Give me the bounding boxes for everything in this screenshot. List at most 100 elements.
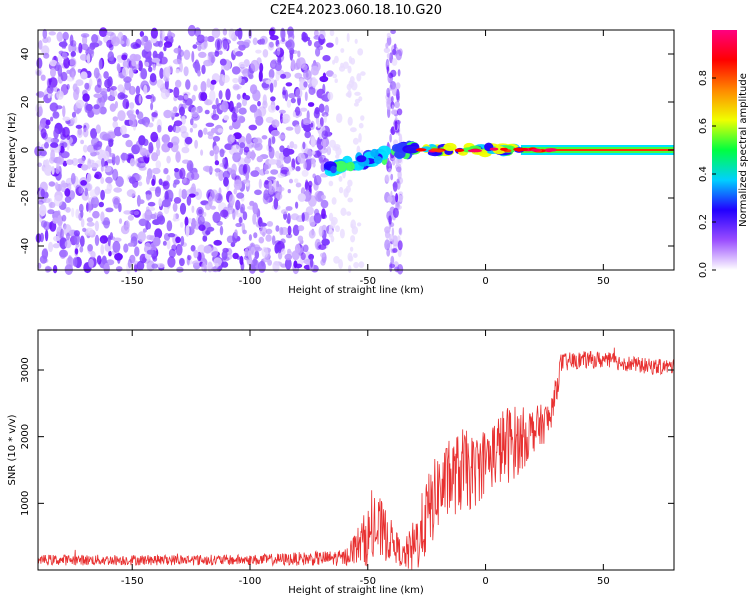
colorbar-tick-label: 0.0 bbox=[698, 262, 709, 278]
noise-blob bbox=[221, 74, 230, 84]
noise-blob bbox=[319, 117, 324, 127]
noise-blob bbox=[354, 38, 358, 44]
noise-blob bbox=[223, 115, 230, 121]
noise-blob bbox=[292, 111, 296, 118]
x-tick-label: 0 bbox=[482, 576, 488, 587]
noise-blob bbox=[322, 83, 326, 95]
noise-blob bbox=[252, 137, 262, 144]
noise-blob bbox=[287, 189, 291, 194]
noise-blob bbox=[122, 60, 128, 69]
noise-blob bbox=[238, 61, 246, 68]
noise-blob bbox=[392, 181, 398, 192]
noise-blob bbox=[86, 53, 91, 65]
noise-blob bbox=[295, 166, 301, 172]
noise-blob bbox=[265, 234, 272, 242]
signal-blob bbox=[370, 148, 379, 158]
noise-blob bbox=[233, 132, 242, 140]
snr-background bbox=[38, 330, 674, 570]
signal-blob bbox=[330, 165, 337, 174]
noise-blob bbox=[278, 109, 286, 114]
noise-blob bbox=[188, 193, 196, 198]
noise-blob bbox=[187, 24, 196, 37]
noise-blob bbox=[80, 210, 84, 218]
noise-blob bbox=[49, 102, 59, 112]
noise-blob bbox=[322, 138, 327, 151]
noise-blob bbox=[87, 244, 93, 252]
noise-blob bbox=[71, 158, 79, 166]
noise-blob bbox=[265, 79, 271, 85]
snr-y-ticks: 1000 2000 3000 bbox=[20, 357, 674, 516]
signal-peak bbox=[516, 147, 528, 152]
noise-blob bbox=[151, 57, 161, 63]
noise-blob bbox=[386, 88, 391, 94]
noise-blob bbox=[250, 170, 260, 178]
noise-blob bbox=[234, 229, 238, 239]
noise-blob bbox=[193, 249, 199, 259]
noise-blob bbox=[144, 61, 150, 67]
noise-blob bbox=[232, 151, 242, 163]
noise-blob bbox=[209, 89, 216, 102]
noise-blob bbox=[214, 50, 220, 57]
snr-series-line bbox=[38, 347, 674, 570]
noise-blob bbox=[42, 28, 48, 39]
noise-blob bbox=[293, 260, 298, 269]
noise-blob bbox=[228, 125, 234, 131]
noise-blob bbox=[302, 141, 306, 150]
noise-blob bbox=[304, 131, 312, 139]
noise-blob bbox=[289, 141, 295, 149]
x-tick-label: 50 bbox=[597, 276, 610, 287]
signal-blob bbox=[402, 144, 420, 154]
noise-blob bbox=[334, 55, 339, 64]
noise-blob bbox=[395, 157, 400, 167]
noise-blob bbox=[167, 142, 174, 149]
noise-blob bbox=[332, 73, 337, 79]
noise-blob bbox=[87, 109, 95, 118]
noise-blob bbox=[391, 235, 399, 247]
noise-blob bbox=[115, 176, 124, 188]
noise-blob bbox=[218, 50, 223, 55]
noise-blob bbox=[218, 90, 223, 100]
noise-blob bbox=[236, 192, 245, 199]
noise-blob bbox=[297, 152, 306, 164]
noise-blob bbox=[197, 215, 205, 226]
noise-blob bbox=[261, 246, 269, 258]
noise-blob bbox=[172, 58, 182, 65]
noise-blob bbox=[117, 92, 126, 100]
noise-blob bbox=[295, 201, 299, 209]
noise-blob bbox=[108, 250, 112, 257]
noise-blob bbox=[197, 44, 202, 52]
noise-blob bbox=[110, 86, 117, 91]
noise-blob bbox=[321, 238, 330, 246]
noise-blob bbox=[126, 189, 136, 198]
noise-blob bbox=[192, 44, 198, 49]
noise-blob bbox=[191, 94, 196, 102]
noise-blob bbox=[170, 109, 176, 117]
noise-blob bbox=[270, 169, 279, 175]
noise-blob bbox=[92, 42, 100, 48]
noise-blob bbox=[57, 214, 63, 227]
noise-blob bbox=[294, 243, 301, 254]
y-tick-label: 2000 bbox=[20, 424, 31, 449]
signal-blob bbox=[346, 161, 355, 172]
noise-blob bbox=[321, 194, 326, 200]
noise-blob bbox=[313, 212, 322, 224]
noise-blob bbox=[181, 115, 186, 125]
noise-blob bbox=[391, 85, 398, 96]
noise-blob bbox=[398, 195, 403, 202]
noise-blob bbox=[73, 230, 80, 237]
noise-blob bbox=[175, 236, 181, 244]
noise-blob bbox=[66, 256, 75, 268]
noise-blob bbox=[243, 146, 250, 153]
noise-blob bbox=[62, 31, 69, 41]
noise-blob bbox=[346, 83, 352, 91]
noise-blob bbox=[129, 158, 136, 167]
noise-blob bbox=[284, 258, 292, 270]
noise-blob bbox=[52, 111, 59, 116]
noise-blob bbox=[214, 160, 220, 166]
noise-blob bbox=[391, 227, 395, 237]
noise-blob bbox=[150, 102, 154, 111]
noise-blob bbox=[108, 153, 116, 158]
noise-blob bbox=[99, 27, 108, 38]
noise-blob bbox=[288, 93, 296, 99]
noise-blob bbox=[232, 77, 239, 84]
